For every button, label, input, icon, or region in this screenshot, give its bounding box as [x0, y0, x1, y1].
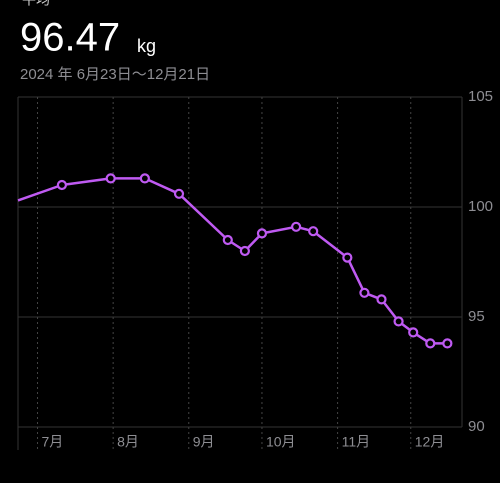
- point: [56, 179, 68, 191]
- point: [291, 221, 302, 232]
- point: [256, 228, 268, 239]
- point: [173, 188, 185, 199]
- y-tick-label: 90: [468, 418, 485, 435]
- date-range: 2024 年 6月23日〜12月21日: [20, 66, 210, 83]
- y-tick-label: 100: [468, 198, 493, 215]
- point: [308, 226, 319, 237]
- point: [442, 338, 453, 349]
- point: [425, 338, 436, 349]
- average-value: 96.47: [20, 16, 120, 60]
- x-tick-label: 7月: [42, 434, 64, 450]
- point: [342, 252, 353, 263]
- unit: kg: [137, 36, 156, 56]
- x-tick-label: 12月: [415, 434, 445, 450]
- point: [408, 327, 419, 338]
- y-tick-label: 95: [468, 308, 485, 325]
- x-tick-label: 8月: [117, 434, 139, 450]
- x-tick-label: 9月: [193, 434, 215, 450]
- point: [239, 245, 250, 257]
- point: [359, 287, 370, 298]
- point: [376, 294, 387, 305]
- point: [222, 234, 233, 246]
- x-tick-label: 11月: [342, 434, 371, 450]
- stat-label: 平均: [22, 0, 50, 8]
- point: [393, 316, 404, 327]
- point: [139, 173, 150, 184]
- line: [17, 177, 448, 345]
- point: [105, 173, 116, 184]
- x-tick-label: 10月: [266, 434, 296, 450]
- y-tick-label: 105: [468, 88, 493, 105]
